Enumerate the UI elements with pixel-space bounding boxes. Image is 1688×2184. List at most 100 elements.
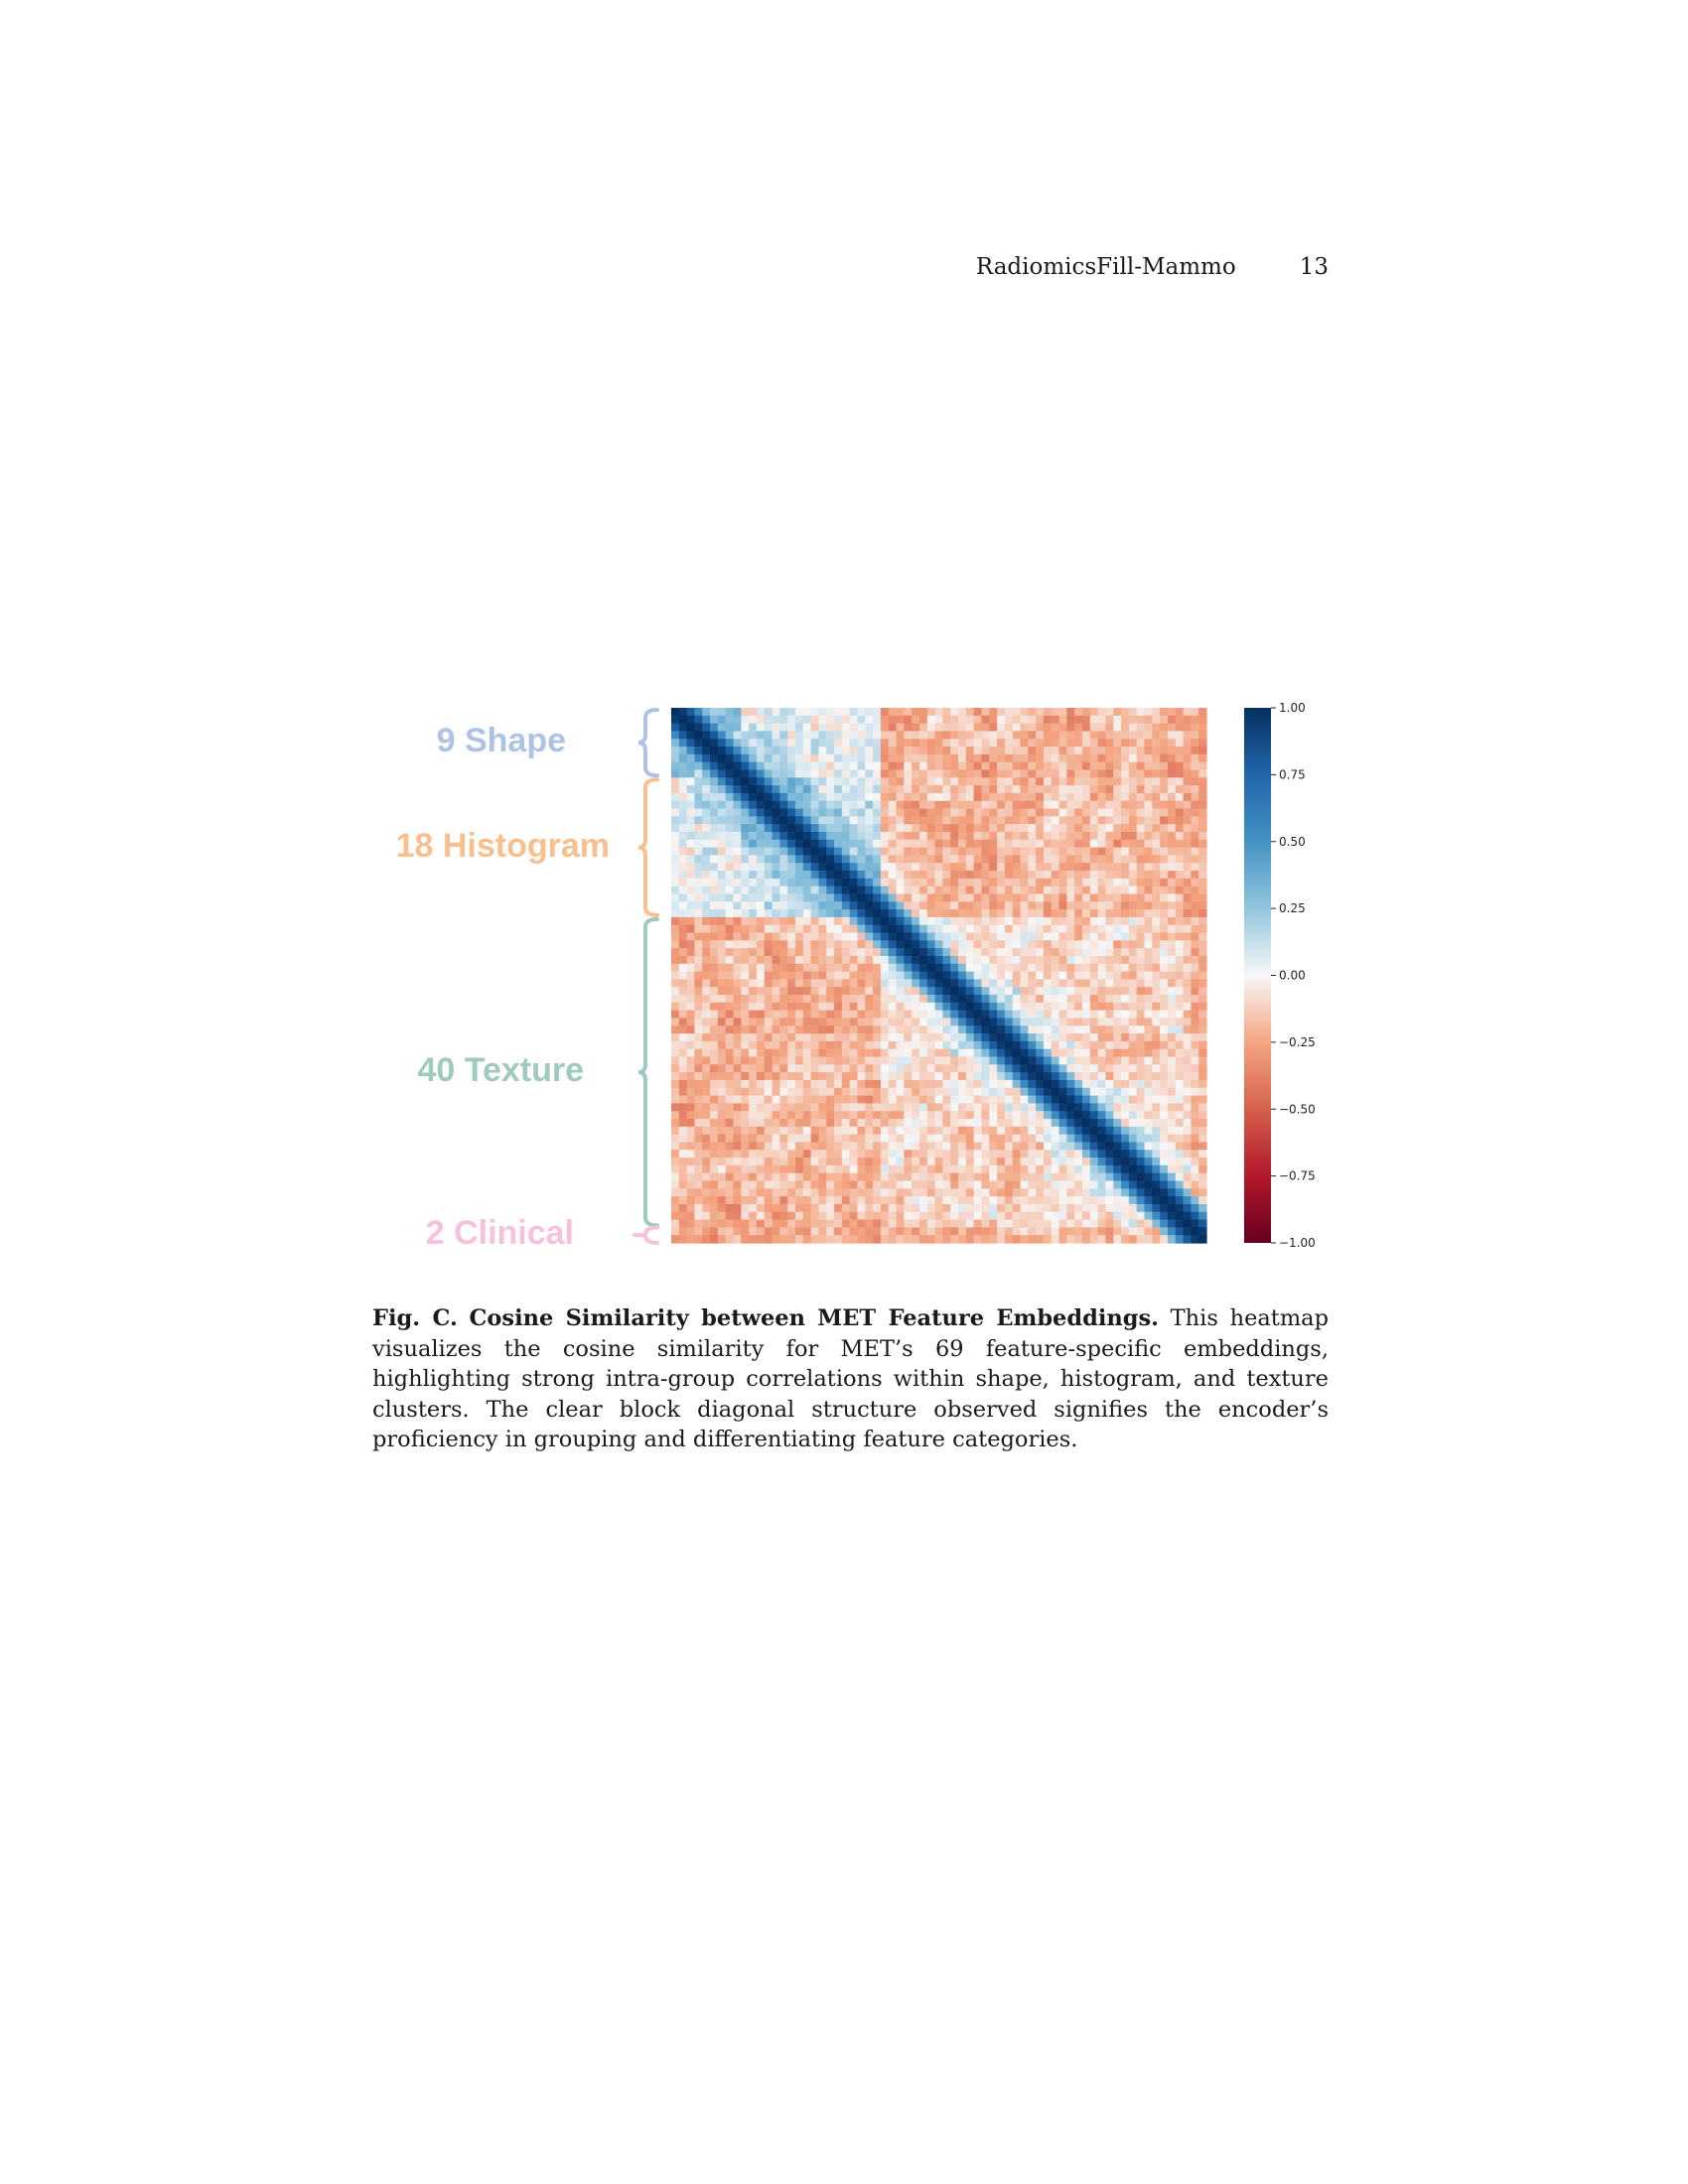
heatmap-cell <box>918 847 928 857</box>
heatmap-cell <box>710 715 719 725</box>
heatmap-cell <box>1028 855 1037 864</box>
heatmap-cell <box>1113 1211 1122 1221</box>
heatmap-cell <box>779 901 788 910</box>
heatmap-cell <box>810 1025 820 1034</box>
heatmap-cell <box>741 1211 750 1221</box>
heatmap-cell <box>794 863 804 872</box>
heatmap-cell <box>896 1158 905 1166</box>
heatmap-cell <box>1028 1040 1037 1050</box>
heatmap-cell <box>1198 1056 1207 1065</box>
heatmap-cell <box>1036 878 1045 887</box>
heatmap-cell <box>1152 1203 1161 1213</box>
heatmap-cell <box>1082 1158 1091 1166</box>
heatmap-cell <box>1074 1188 1083 1197</box>
heatmap-cell <box>749 747 758 755</box>
heatmap-cell <box>1160 739 1169 748</box>
heatmap-cell <box>1028 800 1037 810</box>
colorbar-tick-label: 0.50 <box>1279 835 1306 849</box>
heatmap-cell <box>725 1211 735 1221</box>
heatmap-cell <box>934 1048 943 1058</box>
heatmap-cell <box>671 979 680 988</box>
heatmap-cell <box>1121 871 1130 880</box>
heatmap-cell <box>1082 1002 1091 1012</box>
heatmap-cell <box>1198 987 1207 996</box>
heatmap-cell <box>717 792 727 802</box>
heatmap-cell <box>1066 1087 1075 1097</box>
heatmap-cell <box>841 901 851 910</box>
heatmap-cell <box>1191 886 1199 895</box>
heatmap-cell <box>849 987 859 996</box>
heatmap-cell <box>896 979 905 988</box>
heatmap-cell <box>865 785 874 794</box>
heatmap-cell <box>1183 1196 1192 1205</box>
heatmap-cell <box>1097 1203 1107 1213</box>
heatmap-cell <box>918 1150 928 1159</box>
heatmap-cell <box>1036 924 1045 934</box>
heatmap-cell <box>725 916 735 926</box>
heatmap-cell <box>1175 1072 1185 1081</box>
heatmap-cell <box>981 1103 990 1112</box>
heatmap-cell <box>764 995 774 1004</box>
heatmap-cell <box>702 1072 711 1081</box>
heatmap-cell <box>912 1025 920 1034</box>
heatmap-cell <box>810 1072 820 1081</box>
heatmap-cell <box>1175 1087 1185 1097</box>
heatmap-cell <box>787 1235 796 1244</box>
heatmap-cell <box>989 800 998 810</box>
heatmap-cell <box>802 1087 812 1097</box>
heatmap-cell <box>764 901 774 910</box>
heatmap-cell <box>1074 1018 1083 1026</box>
heatmap-cell <box>1136 932 1146 941</box>
heatmap-cell <box>926 1142 936 1151</box>
heatmap-cell <box>826 747 835 755</box>
heatmap-cell <box>997 808 1006 817</box>
heatmap-cell <box>997 871 1006 880</box>
heatmap-cell <box>1051 824 1060 833</box>
heatmap-cell <box>1097 1164 1107 1174</box>
heatmap-cell <box>794 909 804 918</box>
heatmap-cell <box>1128 1119 1138 1128</box>
heatmap-cell <box>849 1064 859 1073</box>
heatmap-cell <box>1198 1180 1207 1189</box>
heatmap-cell <box>989 893 998 902</box>
heatmap-cell <box>717 963 727 973</box>
heatmap-cell <box>1082 1227 1091 1236</box>
heatmap-cell <box>818 1025 827 1034</box>
heatmap-cell <box>1036 1188 1045 1197</box>
heatmap-cell <box>717 901 727 910</box>
heatmap-cell <box>702 1095 711 1104</box>
heatmap-cell <box>725 979 735 988</box>
heatmap-cell <box>1175 1219 1185 1228</box>
heatmap-cell <box>1004 1150 1014 1159</box>
heatmap-cell <box>756 831 766 841</box>
heatmap-cell <box>694 792 703 802</box>
heatmap-cell <box>1144 761 1153 771</box>
heatmap-cell <box>973 1142 983 1151</box>
heatmap-cell <box>741 963 750 973</box>
heatmap-cell <box>965 1002 975 1012</box>
heatmap-cell <box>912 761 920 771</box>
heatmap-cell <box>934 901 943 910</box>
heatmap-cell <box>694 995 703 1004</box>
heatmap-cell <box>1191 1103 1199 1112</box>
running-title: RadiomicsFill-Mammo <box>975 254 1236 280</box>
heatmap-cell <box>965 831 975 841</box>
heatmap-cell <box>981 909 990 918</box>
heatmap-cell <box>725 1111 735 1120</box>
heatmap-cell <box>950 893 959 902</box>
heatmap-cell <box>1183 1119 1192 1128</box>
heatmap-cell <box>841 987 851 996</box>
heatmap-cell <box>904 731 913 740</box>
heatmap-cell <box>717 1010 727 1020</box>
heatmap-cell <box>686 723 696 733</box>
heatmap-cell <box>1043 1235 1053 1244</box>
heatmap-cell <box>686 708 696 717</box>
heatmap-cell <box>1043 1064 1053 1073</box>
heatmap-cell <box>841 831 851 841</box>
heatmap-cell <box>880 1172 890 1182</box>
heatmap-cell <box>772 792 780 802</box>
heatmap-cell <box>1128 1040 1138 1050</box>
heatmap-cell <box>733 1227 742 1236</box>
heatmap-cell <box>810 808 820 817</box>
heatmap-cell <box>934 785 943 794</box>
